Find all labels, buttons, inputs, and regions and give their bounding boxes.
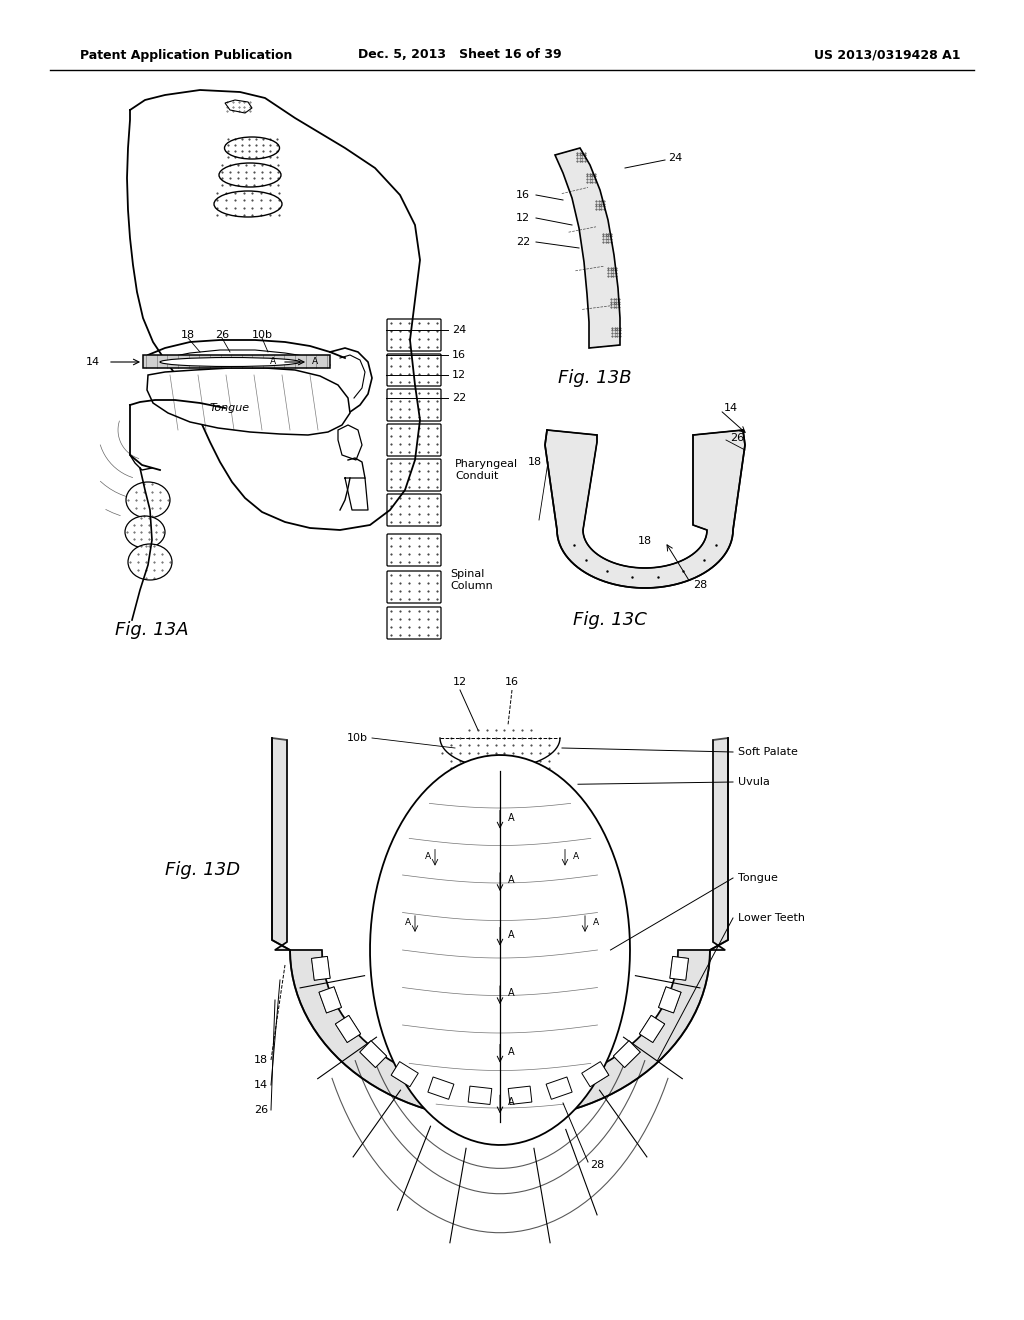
Polygon shape <box>370 755 630 1144</box>
Text: 10b: 10b <box>252 330 272 341</box>
Text: Tongue: Tongue <box>210 403 250 413</box>
Text: 22: 22 <box>452 393 466 403</box>
FancyBboxPatch shape <box>387 389 441 421</box>
Polygon shape <box>147 368 350 436</box>
Ellipse shape <box>219 162 281 187</box>
Text: 14: 14 <box>724 403 738 413</box>
Text: A: A <box>508 929 515 940</box>
Polygon shape <box>338 425 362 459</box>
Text: 10b: 10b <box>347 733 368 743</box>
Text: Uvula: Uvula <box>738 777 770 787</box>
Ellipse shape <box>214 191 282 216</box>
Text: Pharyngeal
Conduit: Pharyngeal Conduit <box>455 459 518 480</box>
Polygon shape <box>428 1077 454 1100</box>
Polygon shape <box>318 987 341 1012</box>
Polygon shape <box>639 1015 665 1043</box>
Polygon shape <box>272 738 728 1119</box>
Ellipse shape <box>126 482 170 517</box>
Text: 26: 26 <box>215 330 229 341</box>
FancyBboxPatch shape <box>387 535 441 566</box>
Text: 18: 18 <box>528 457 542 467</box>
Text: 12: 12 <box>453 677 467 686</box>
Text: 26: 26 <box>730 433 744 444</box>
Text: A: A <box>508 875 515 884</box>
FancyBboxPatch shape <box>387 319 441 351</box>
Polygon shape <box>545 430 745 587</box>
Text: 18: 18 <box>181 330 195 341</box>
Text: 16: 16 <box>505 677 519 686</box>
Polygon shape <box>555 148 620 348</box>
Ellipse shape <box>160 358 300 367</box>
Text: 12: 12 <box>516 213 530 223</box>
Text: Spinal
Column: Spinal Column <box>450 569 493 591</box>
Text: 16: 16 <box>452 350 466 360</box>
Text: 18: 18 <box>638 536 652 546</box>
Text: Dec. 5, 2013   Sheet 16 of 39: Dec. 5, 2013 Sheet 16 of 39 <box>358 49 562 62</box>
Text: 28: 28 <box>693 579 708 590</box>
Text: Fig. 13D: Fig. 13D <box>165 861 240 879</box>
Text: A: A <box>312 358 318 367</box>
Text: A: A <box>508 1047 515 1056</box>
Polygon shape <box>359 1040 387 1068</box>
Text: Patent Application Publication: Patent Application Publication <box>80 49 293 62</box>
Text: A: A <box>573 853 580 861</box>
Text: 16: 16 <box>516 190 530 201</box>
FancyBboxPatch shape <box>387 607 441 639</box>
Polygon shape <box>468 1086 492 1105</box>
FancyBboxPatch shape <box>387 459 441 491</box>
Text: 14: 14 <box>86 356 100 367</box>
Polygon shape <box>613 1040 640 1068</box>
Text: 18: 18 <box>254 1055 268 1065</box>
FancyBboxPatch shape <box>387 494 441 525</box>
FancyBboxPatch shape <box>387 354 441 385</box>
Text: 22: 22 <box>516 238 530 247</box>
Polygon shape <box>508 1086 531 1105</box>
Text: Fig. 13C: Fig. 13C <box>573 611 647 630</box>
Text: A: A <box>406 919 411 928</box>
Text: 28: 28 <box>590 1160 604 1170</box>
Text: A: A <box>593 919 599 928</box>
Polygon shape <box>391 1061 418 1086</box>
Ellipse shape <box>128 544 172 579</box>
Polygon shape <box>311 957 330 981</box>
Text: Soft Palate: Soft Palate <box>738 747 798 756</box>
Text: Fig. 13A: Fig. 13A <box>115 620 188 639</box>
Text: Tongue: Tongue <box>738 873 778 883</box>
FancyBboxPatch shape <box>387 572 441 603</box>
Text: A: A <box>508 989 515 998</box>
Text: A: A <box>508 813 515 822</box>
FancyBboxPatch shape <box>387 424 441 455</box>
Polygon shape <box>658 987 681 1012</box>
Polygon shape <box>546 1077 572 1100</box>
Text: A: A <box>425 853 431 861</box>
Polygon shape <box>670 957 688 981</box>
Polygon shape <box>582 1061 609 1086</box>
Text: US 2013/0319428 A1: US 2013/0319428 A1 <box>813 49 961 62</box>
Text: 24: 24 <box>668 153 682 162</box>
Text: Lower Teeth: Lower Teeth <box>738 913 805 923</box>
Text: 24: 24 <box>452 325 466 335</box>
Ellipse shape <box>125 516 165 548</box>
Polygon shape <box>143 355 330 368</box>
Polygon shape <box>335 1015 360 1043</box>
Ellipse shape <box>224 137 280 158</box>
Text: A: A <box>270 358 276 367</box>
Text: 14: 14 <box>254 1080 268 1090</box>
Text: 12: 12 <box>452 370 466 380</box>
Text: Fig. 13B: Fig. 13B <box>558 370 632 387</box>
Text: 26: 26 <box>254 1105 268 1115</box>
Polygon shape <box>225 100 252 114</box>
Text: A: A <box>508 1097 515 1107</box>
